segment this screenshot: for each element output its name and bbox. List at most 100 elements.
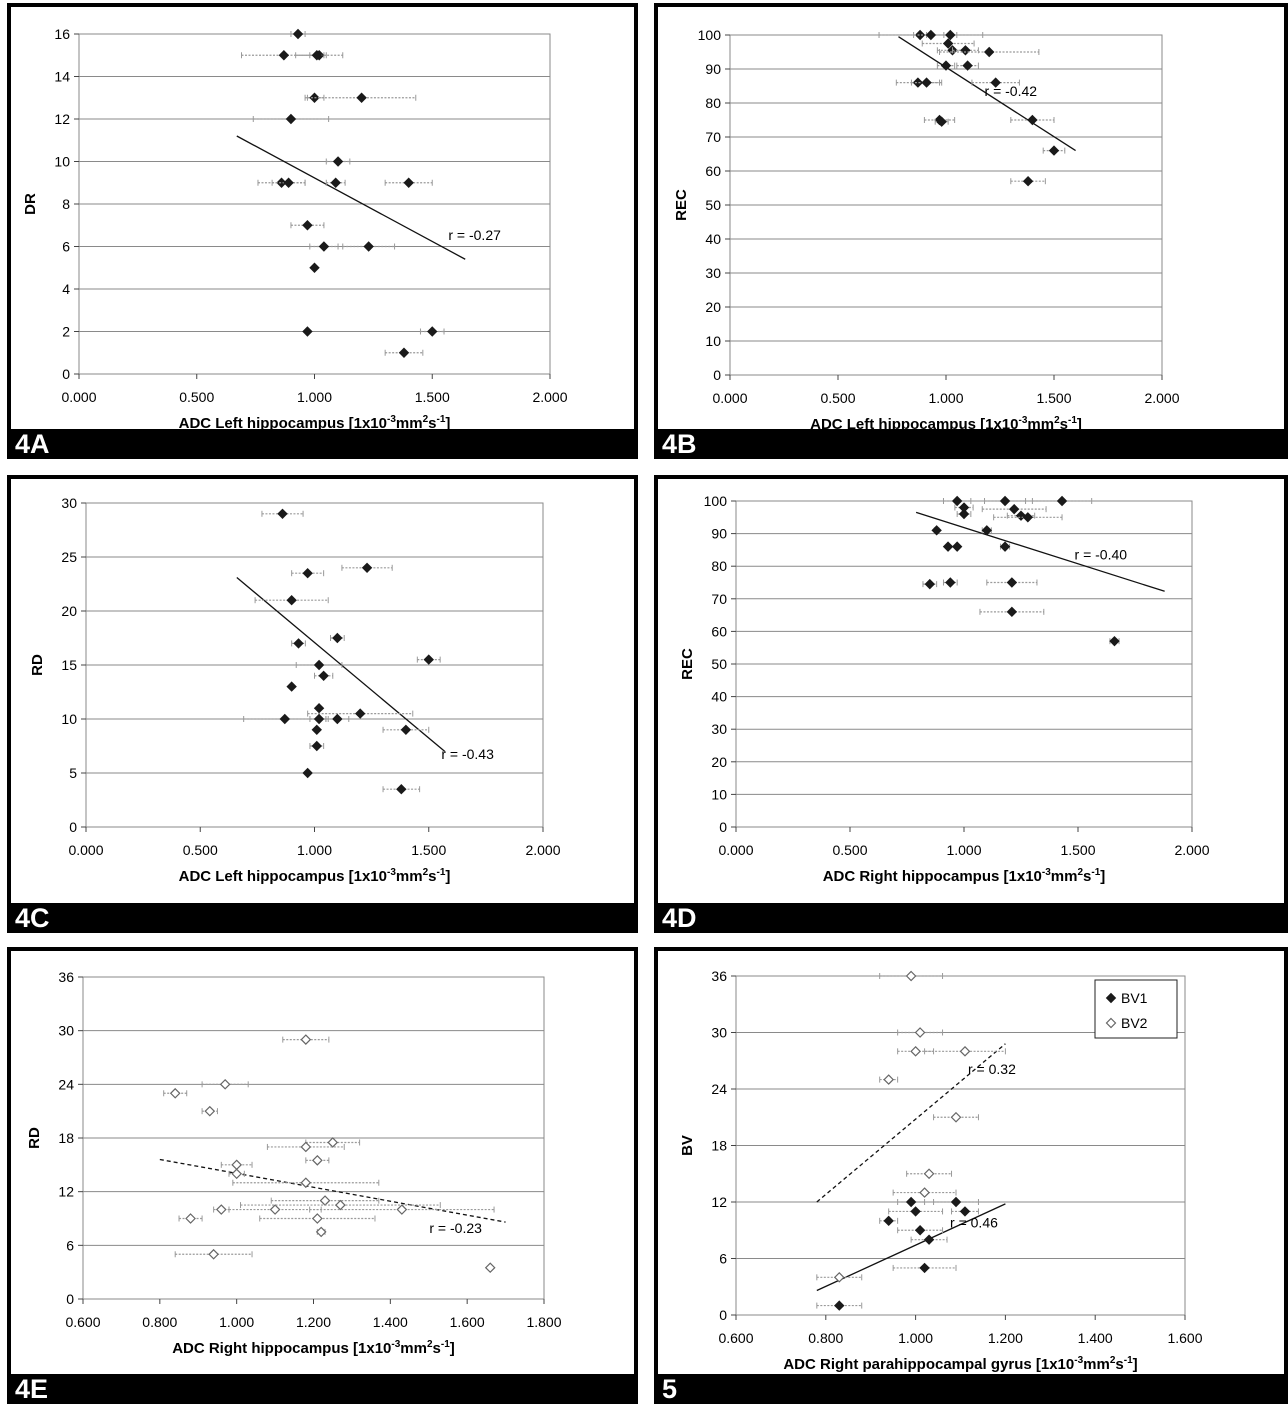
data-point	[923, 1234, 935, 1245]
data-point	[958, 508, 970, 520]
y-tick-label: 6	[719, 1251, 727, 1267]
x-tick-label: 1.500	[1060, 842, 1095, 858]
y-tick-label: 20	[61, 603, 77, 619]
data-point	[313, 702, 325, 714]
y-axis-title: REC	[673, 189, 690, 221]
data-point	[914, 1225, 926, 1236]
y-tick-label: 70	[711, 591, 727, 607]
x-tick-label: 1.000	[297, 842, 332, 858]
panel-label-4b: 4B	[662, 429, 697, 459]
x-tick-label: 2.000	[1144, 390, 1179, 406]
y-tick-label: 30	[705, 265, 721, 281]
x-axis-title-part: ]	[445, 415, 450, 432]
y-axis-title: BV	[679, 1135, 696, 1156]
x-tick-label: 0.500	[179, 389, 214, 405]
data-point	[219, 1078, 231, 1090]
data-point	[400, 724, 412, 736]
data-point	[327, 1137, 339, 1148]
data-point	[981, 525, 993, 536]
y-tick-label: 40	[711, 689, 727, 705]
data-point	[332, 713, 343, 725]
x-tick-label: 1.000	[219, 1314, 254, 1330]
data-point	[1006, 577, 1018, 588]
data-point	[302, 326, 313, 337]
correlation-label: r = -0.23	[429, 1220, 482, 1236]
panel-label-4c: 4C	[15, 903, 50, 933]
x-axis-title-superscript: 2	[1054, 415, 1060, 426]
x-axis-title-part: ]	[1077, 416, 1082, 433]
legend-marker	[1105, 992, 1117, 1004]
y-tick-label: 20	[705, 299, 721, 315]
x-axis-title-part: ]	[1100, 868, 1105, 885]
x-tick-label: 1.000	[297, 389, 332, 405]
y-tick-label: 20	[711, 754, 727, 770]
x-tick-label: 2.000	[525, 842, 560, 858]
x-tick-label: 1.200	[988, 1330, 1023, 1346]
trendline	[236, 577, 446, 752]
x-axis-title-part: ]	[450, 1340, 455, 1357]
x-axis-title-part: s	[1083, 868, 1091, 885]
data-point	[883, 1074, 895, 1085]
x-axis-title-superscript: -1	[436, 414, 445, 425]
x-axis-title-superscript: -1	[1124, 1355, 1133, 1366]
panel-4c: 0 5 10 15 20 25 30 0.000 0.500 1.000 1.500 2.000 RD A…	[7, 475, 638, 933]
data-point	[277, 508, 288, 520]
data-point	[335, 1199, 346, 1211]
data-point	[423, 654, 434, 665]
data-point	[940, 60, 952, 71]
data-point	[311, 50, 323, 61]
data-point	[185, 1213, 196, 1224]
panel-label-4d: 4D	[662, 903, 697, 933]
correlation-label: r = 0.46	[950, 1214, 998, 1230]
data-point	[951, 541, 963, 552]
x-axis-title-superscript: -3	[387, 414, 396, 425]
data-point	[921, 77, 932, 88]
x-axis-title: ADC Left hippocampus [1x10-3mm2s-1]	[179, 867, 451, 885]
data-point	[1048, 145, 1060, 156]
data-point	[313, 659, 325, 671]
panel-4e: 0 6 12 18 24 30 36 0.600 0.800 1.000 1.200 1.400 1.6…	[7, 947, 638, 1404]
x-tick-label: 0.600	[65, 1314, 100, 1330]
x-axis-title-superscript: -1	[436, 867, 445, 878]
x-tick-label: 1.500	[415, 389, 450, 405]
data-point	[231, 1159, 243, 1171]
data-point	[990, 77, 1001, 88]
data-point	[999, 541, 1011, 552]
correlation-label: r = 0.32	[968, 1061, 1016, 1077]
x-axis-title-part: ADC Right hippocampus [1x10	[172, 1340, 391, 1357]
y-tick-label: 60	[711, 623, 727, 639]
x-axis-title-part: s	[1115, 1356, 1123, 1373]
data-point	[983, 46, 995, 58]
x-tick-label: 1.800	[526, 1314, 561, 1330]
panel-label-4a: 4A	[15, 429, 50, 459]
x-tick-label: 0.500	[183, 842, 218, 858]
data-point	[905, 1196, 917, 1208]
y-tick-label: 0	[713, 367, 721, 383]
x-axis-title-superscript: 2	[423, 414, 429, 425]
data-point	[286, 594, 297, 606]
y-tick-label: 10	[711, 786, 727, 802]
data-point	[914, 1027, 926, 1038]
y-tick-label: 6	[66, 1237, 74, 1253]
data-point	[1056, 495, 1068, 507]
x-axis-title-part: ]	[445, 868, 450, 885]
x-axis-title-superscript: -1	[1091, 867, 1100, 878]
data-point	[332, 156, 344, 167]
data-point	[215, 1204, 227, 1215]
y-tick-label: 0	[66, 1291, 74, 1307]
y-tick-label: 5	[69, 765, 77, 781]
data-point	[962, 60, 973, 71]
data-point	[1015, 510, 1027, 521]
data-point	[936, 116, 947, 127]
x-tick-label: 0.500	[832, 842, 867, 858]
x-axis-title-superscript: -3	[387, 867, 396, 878]
y-tick-label: 18	[58, 1130, 74, 1146]
x-axis-title: ADC Right parahippocampal gyrus [1x10-3m…	[783, 1355, 1137, 1373]
x-axis-title: ADC Left hippocampus [1x10-3mm2s-1]	[810, 415, 1082, 433]
panel-4a: 0 2 4 6 8 10 12 14 16 0.000 0.500 1.000 1.500 2.000 DR…	[7, 3, 638, 459]
x-tick-label: 0.000	[712, 390, 747, 406]
data-point	[919, 1187, 930, 1198]
data-point	[169, 1087, 181, 1099]
data-point	[311, 1155, 323, 1166]
data-point	[302, 220, 313, 231]
